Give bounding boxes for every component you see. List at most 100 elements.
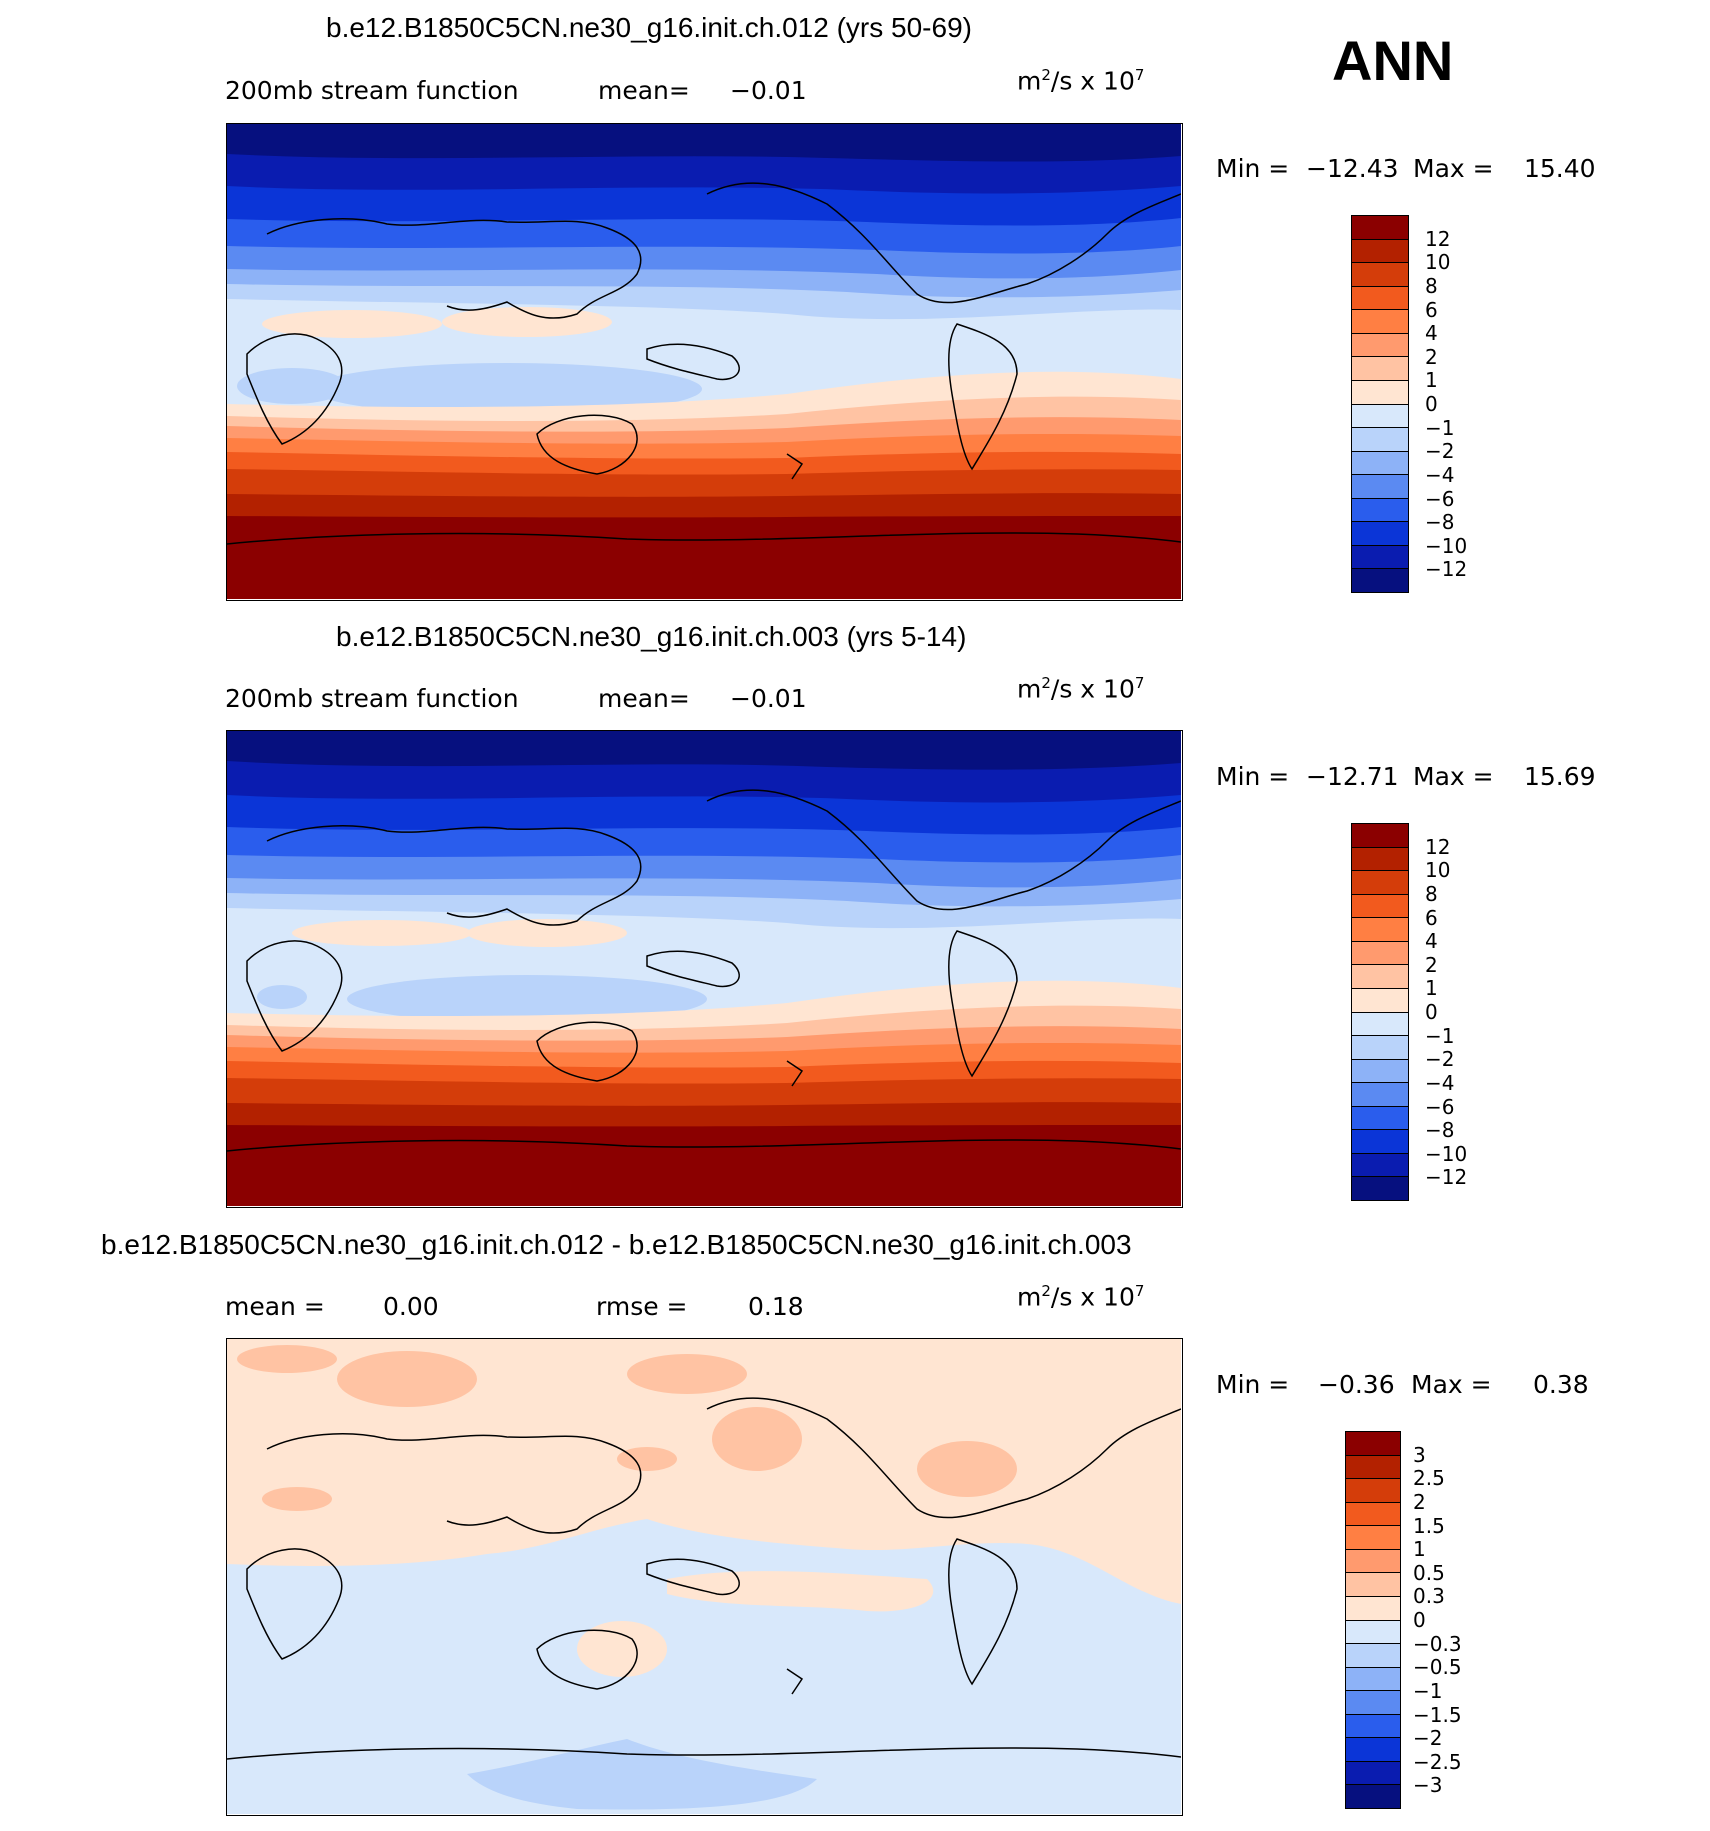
colorbar-swatch [1346, 1479, 1400, 1503]
colorbar-swatch [1352, 1106, 1408, 1131]
panel2-mean-label: mean= [598, 684, 690, 713]
colorbar-tick-label: 6 [1425, 905, 1438, 930]
panel1-map [226, 123, 1183, 601]
colorbar-swatch [1352, 357, 1408, 381]
colorbar-swatch [1346, 1714, 1400, 1739]
panel2-colorbar-ticks: 12 10 8 6 4 2 1 0 −1 −2 −4 −6 −8 −10 −12 [1425, 823, 1505, 1201]
colorbar-swatch [1352, 286, 1408, 311]
colorbar-swatch [1346, 1620, 1400, 1645]
colorbar-tick-label: −4 [1425, 462, 1455, 487]
colorbar-swatch [1352, 310, 1408, 334]
panel2-min-label: Min = [1216, 762, 1290, 791]
colorbar-tick-label: −3 [1413, 1773, 1443, 1798]
colorbar-swatch [1346, 1738, 1400, 1762]
panel2-mean-value: −0.01 [730, 684, 807, 713]
panel1-colorbar-ticks: 12 10 8 6 4 2 1 0 −1 −2 −4 −6 −8 −10 −12 [1425, 215, 1505, 593]
colorbar-swatch [1352, 1036, 1408, 1060]
colorbar-tick-label: 4 [1425, 929, 1438, 954]
colorbar-tick-label: 0.3 [1413, 1584, 1445, 1609]
colorbar-tick-label: 1.5 [1413, 1513, 1445, 1538]
panel3-colorbar-ticks: 3 2.5 2 1.5 1 0.5 0.3 0 −0.3 −0.5 −1 −1.5 −2 −2.5 −3 [1413, 1431, 1503, 1809]
colorbar-tick-label: 2 [1425, 344, 1438, 369]
colorbar-swatch [1352, 263, 1408, 287]
panel2-max-label: Max = [1413, 762, 1494, 791]
colorbar-tick-label: 2 [1413, 1489, 1426, 1514]
colorbar-tick-label: −0.5 [1413, 1655, 1462, 1680]
colorbar-swatch [1346, 1526, 1400, 1550]
colorbar-tick-label: −1.5 [1413, 1702, 1462, 1727]
colorbar-swatch [1352, 1083, 1408, 1107]
panel1-title: b.e12.B1850C5CN.ne30_g16.init.ch.012 (yr… [326, 12, 972, 43]
colorbar-tick-label: −1 [1425, 415, 1455, 440]
panel3-mean-label: mean = [225, 1292, 325, 1321]
colorbar-tick-label: 10 [1425, 250, 1451, 275]
colorbar-tick-label: −2 [1425, 1047, 1455, 1072]
panel1-contour-field [227, 124, 1181, 599]
colorbar-swatch [1346, 1761, 1400, 1786]
panel3-colorbar [1345, 1431, 1401, 1809]
colorbar-tick-label: 10 [1425, 858, 1451, 883]
panel2-max-value: 15.69 [1524, 762, 1596, 791]
panel3-units: m2/s x 107 [1017, 1282, 1145, 1312]
panel2-title: b.e12.B1850C5CN.ne30_g16.init.ch.003 (yr… [336, 621, 967, 652]
panel1-min-value: −12.43 [1306, 154, 1399, 183]
colorbar-swatch [1346, 1644, 1400, 1668]
colorbar-tick-label: 3 [1413, 1442, 1426, 1467]
colorbar-swatch [1352, 847, 1408, 872]
colorbar-tick-label: 1 [1425, 976, 1438, 1001]
colorbar-swatch [1346, 1432, 1400, 1456]
colorbar-swatch [1352, 941, 1408, 966]
colorbar-swatch [1352, 894, 1408, 919]
panel3-contour-field [227, 1339, 1181, 1814]
panel2-units: m2/s x 107 [1017, 674, 1145, 704]
panel1-max-label: Max = [1413, 154, 1494, 183]
panel3-max-value: 0.38 [1533, 1370, 1589, 1399]
panel1-mean-label: mean= [598, 76, 690, 105]
colorbar-tick-label: 0 [1425, 1000, 1438, 1024]
panel3-map [226, 1338, 1183, 1816]
colorbar-swatch [1352, 216, 1408, 240]
panel2-min-value: −12.71 [1306, 762, 1399, 791]
colorbar-swatch [1352, 333, 1408, 358]
panel1-min-label: Min = [1216, 154, 1290, 183]
colorbar-swatch [1352, 1059, 1408, 1084]
colorbar-tick-label: −2 [1425, 439, 1455, 464]
panel1-mean-value: −0.01 [730, 76, 807, 105]
colorbar-swatch [1352, 1153, 1408, 1178]
colorbar-swatch [1352, 498, 1408, 523]
panel3-rmse-value: 0.18 [748, 1292, 804, 1321]
colorbar-swatch [1346, 1691, 1400, 1715]
colorbar-swatch [1352, 451, 1408, 476]
colorbar-swatch [1352, 871, 1408, 895]
colorbar-tick-label: 4 [1425, 321, 1438, 346]
colorbar-tick-label: −6 [1425, 1094, 1455, 1119]
colorbar-tick-label: 0 [1413, 1608, 1426, 1632]
colorbar-tick-label: −10 [1425, 533, 1468, 558]
colorbar-swatch [1352, 428, 1408, 452]
colorbar-swatch [1352, 965, 1408, 989]
colorbar-swatch [1352, 1177, 1408, 1200]
colorbar-swatch [1352, 824, 1408, 848]
colorbar-tick-label: 8 [1425, 881, 1438, 906]
panel2-coastlines [227, 789, 1181, 1152]
colorbar-tick-label: −1 [1425, 1023, 1455, 1048]
colorbar-swatch [1352, 545, 1408, 570]
colorbar-swatch [1346, 1596, 1400, 1621]
colorbar-swatch [1352, 404, 1408, 429]
colorbar-tick-label: −12 [1425, 1165, 1468, 1190]
panel3-rmse-label: rmse = [596, 1292, 688, 1321]
panel1-units: m2/s x 107 [1017, 66, 1145, 96]
panel2-colorbar [1351, 823, 1409, 1201]
colorbar-tick-label: 1 [1425, 368, 1438, 393]
panel3-mean-value: 0.00 [383, 1292, 439, 1321]
colorbar-swatch [1352, 569, 1408, 592]
panel2-map [226, 730, 1183, 1208]
colorbar-tick-label: −0.3 [1413, 1631, 1462, 1656]
colorbar-swatch [1352, 918, 1408, 942]
colorbar-tick-label: −2.5 [1413, 1749, 1462, 1774]
colorbar-swatch [1346, 1667, 1400, 1692]
panel1-variable-label: 200mb stream function [225, 76, 519, 105]
colorbar-swatch [1352, 1012, 1408, 1037]
colorbar-tick-label: 0.5 [1413, 1560, 1445, 1585]
panel3-coastlines [227, 1397, 1181, 1760]
